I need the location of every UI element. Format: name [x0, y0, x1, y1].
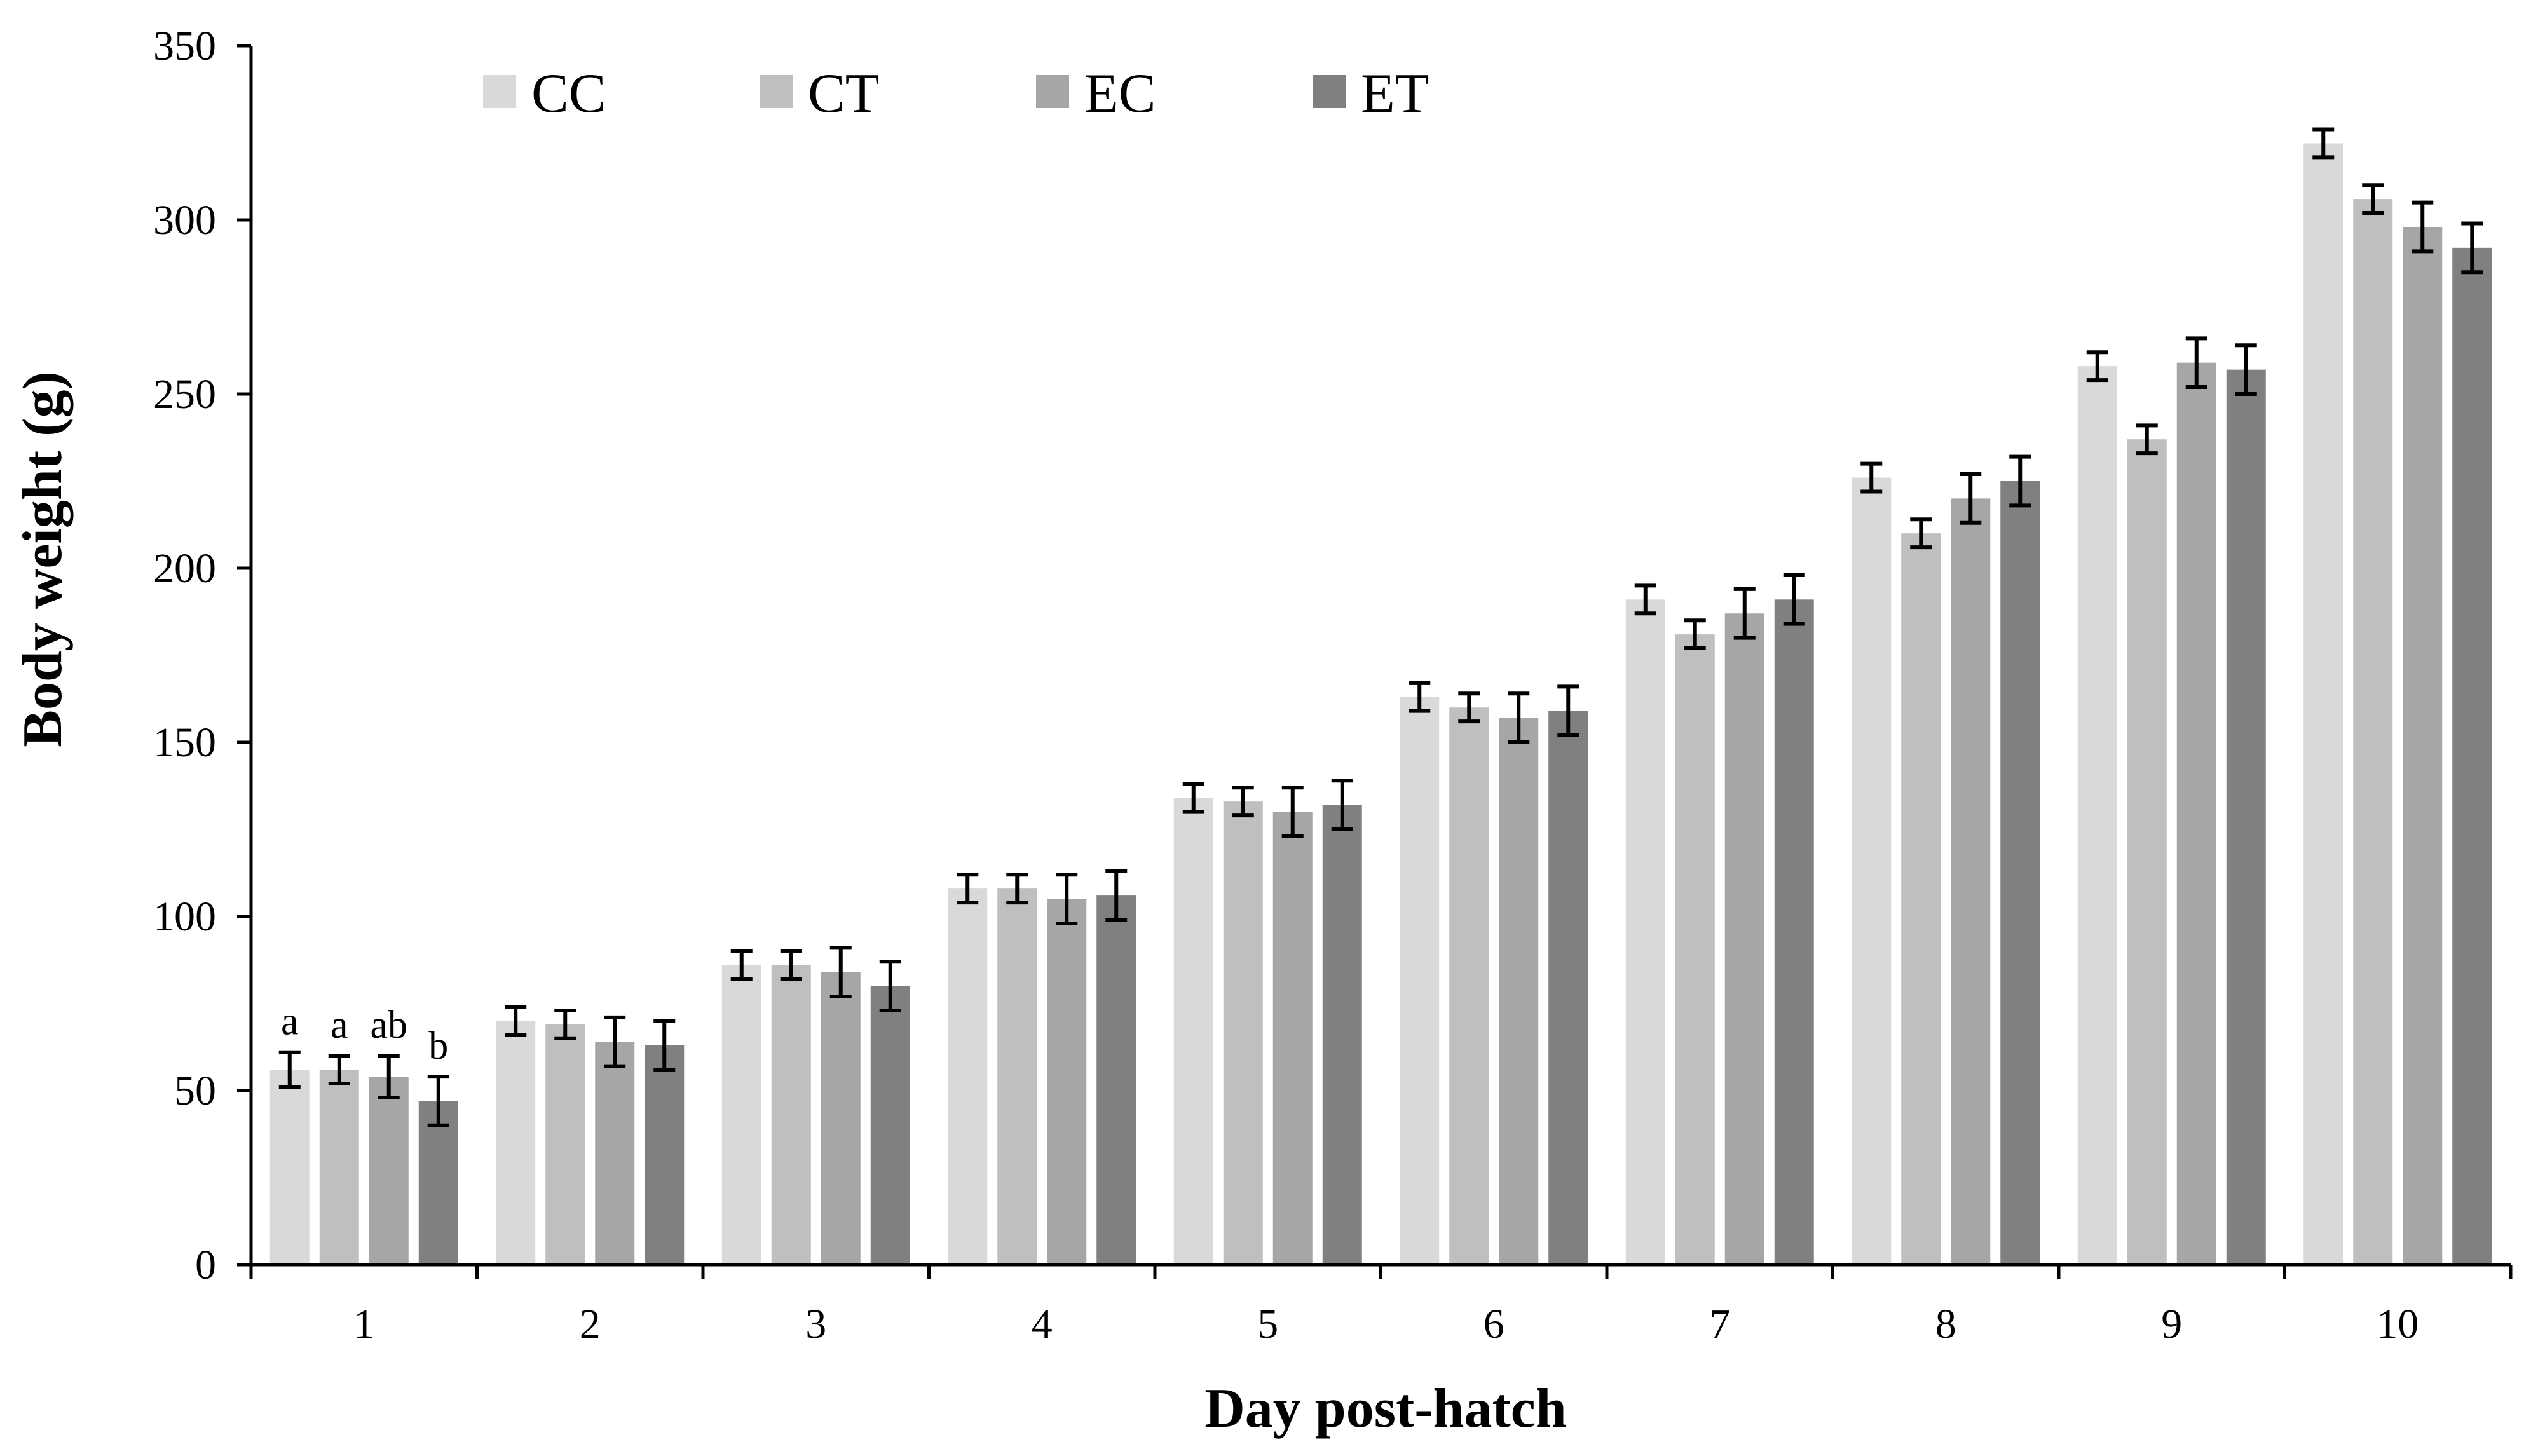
- y-tick-label: 300: [153, 197, 216, 243]
- legend-label-cc: CC: [531, 63, 606, 125]
- bar-cc-day-7: [1625, 599, 1665, 1265]
- bar-ec-day-6: [1499, 718, 1539, 1265]
- x-tick-label: 6: [1484, 1301, 1504, 1347]
- bar-ec-day-7: [1724, 613, 1764, 1265]
- x-tick-label: 10: [2377, 1301, 2418, 1347]
- bar-ec-day-5: [1272, 812, 1313, 1265]
- bar-et-day-5: [1322, 805, 1362, 1265]
- x-tick-label: 2: [580, 1301, 601, 1347]
- y-tick-label: 200: [153, 545, 216, 592]
- bar-cc-day-9: [2077, 366, 2117, 1265]
- bar-cc-day-1: [269, 1070, 310, 1265]
- bar-cc-day-5: [1173, 798, 1213, 1265]
- bar-ct-day-2: [545, 1024, 585, 1265]
- bar-ct-day-3: [771, 965, 811, 1265]
- significance-label: a: [331, 1004, 348, 1047]
- x-tick-label: 9: [2161, 1301, 2182, 1347]
- bar-ct-day-5: [1223, 801, 1263, 1265]
- bar-ec-day-1: [369, 1077, 409, 1265]
- bar-ec-day-2: [595, 1042, 635, 1265]
- legend-swatch-cc: [483, 75, 516, 108]
- bar-ct-day-7: [1675, 634, 1715, 1265]
- legend: CC CT EC ET: [483, 63, 1429, 125]
- bar-cc-day-8: [1852, 477, 1892, 1265]
- bar-ct-day-8: [1901, 533, 1941, 1265]
- x-tick-label: 5: [1257, 1301, 1278, 1347]
- bar-cc-day-3: [721, 965, 761, 1265]
- y-tick-label: 350: [153, 23, 216, 69]
- bar-ec-day-3: [821, 972, 861, 1265]
- bar-ec-day-9: [2176, 362, 2216, 1265]
- bar-ct-day-9: [2127, 439, 2167, 1265]
- y-tick-label: 100: [153, 894, 216, 940]
- y-tick-label: 0: [195, 1242, 216, 1288]
- bar-et-day-6: [1548, 711, 1588, 1265]
- y-axis-title: Body weight (g): [12, 371, 74, 747]
- bar-et-day-7: [1774, 599, 1814, 1265]
- significance-label: ab: [370, 1004, 407, 1047]
- x-tick-label: 4: [1032, 1301, 1053, 1347]
- bar-et-day-8: [2000, 481, 2040, 1265]
- significance-label: a: [281, 1000, 299, 1044]
- bar-ct-day-6: [1449, 707, 1489, 1265]
- bar-cc-day-4: [948, 888, 988, 1265]
- legend-label-ec: EC: [1084, 63, 1156, 125]
- axes-layer: [249, 46, 2511, 1267]
- bar-et-day-3: [870, 986, 910, 1265]
- x-axis-title: Day post-hatch: [1204, 1378, 1567, 1439]
- bar-ec-day-10: [2403, 226, 2443, 1265]
- bar-ct-day-10: [2353, 199, 2393, 1265]
- bar-ec-day-8: [1951, 498, 1991, 1265]
- legend-swatch-ec: [1036, 75, 1069, 108]
- legend-swatch-et: [1313, 75, 1346, 108]
- legend-swatch-ct: [760, 75, 793, 108]
- bar-cc-day-6: [1400, 697, 1440, 1265]
- x-tick-label: 3: [805, 1301, 826, 1347]
- marks-layer: [269, 127, 2492, 1265]
- bar-et-day-9: [2226, 369, 2266, 1265]
- bar-cc-day-10: [2303, 143, 2343, 1265]
- legend-label-et: ET: [1361, 63, 1429, 125]
- bar-et-day-4: [1096, 895, 1136, 1265]
- bar-ec-day-4: [1047, 899, 1087, 1265]
- significance-label: b: [428, 1024, 448, 1068]
- x-tick-label: 1: [353, 1301, 374, 1347]
- bar-ct-day-4: [997, 888, 1037, 1265]
- legend-label-ct: CT: [808, 63, 879, 125]
- x-tick-label: 8: [1935, 1301, 1956, 1347]
- bar-et-day-2: [645, 1045, 685, 1265]
- bar-et-day-10: [2452, 247, 2492, 1265]
- bar-et-day-1: [418, 1101, 458, 1265]
- y-tick-label: 250: [153, 371, 216, 418]
- y-tick-label: 50: [174, 1068, 216, 1114]
- bar-cc-day-2: [496, 1021, 536, 1265]
- bar-ct-day-1: [319, 1070, 359, 1265]
- x-tick-label: 7: [1709, 1301, 1730, 1347]
- y-tick-label: 150: [153, 719, 216, 766]
